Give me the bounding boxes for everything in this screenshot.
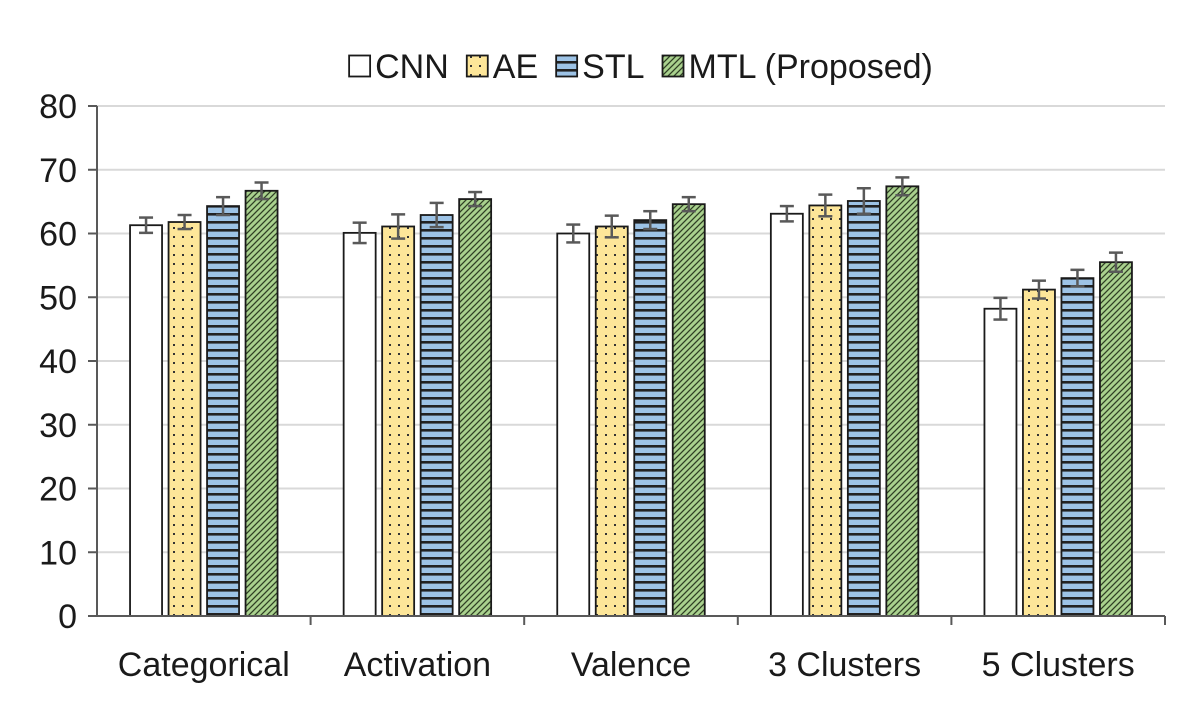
error-bars xyxy=(139,176,1123,321)
error-bar-mtl-proposed-valence xyxy=(681,195,696,213)
error-bar-ae-categorical xyxy=(177,213,192,231)
y-tick-label: 50 xyxy=(39,279,77,317)
error-bar-cnn-valence xyxy=(566,223,581,244)
error-bar-cnn-categorical xyxy=(139,216,154,235)
x-tick-label-categorical: Categorical xyxy=(118,646,290,684)
legend-label: MTL (Proposed) xyxy=(689,48,933,86)
y-tick-label: 0 xyxy=(58,598,77,636)
legend-label: AE xyxy=(493,48,538,86)
y-tick-label: 30 xyxy=(39,407,77,445)
error-bar-mtl-proposed-5-clusters xyxy=(1108,251,1123,273)
y-tick-label: 80 xyxy=(39,88,77,126)
error-bar-mtl-proposed-categorical xyxy=(254,181,269,201)
bar-ae-categorical xyxy=(167,221,202,617)
legend-swatch xyxy=(661,54,685,78)
x-tick-label-3-clusters: 3 Clusters xyxy=(768,646,921,684)
bar-mtl-proposed-categorical xyxy=(244,189,279,617)
bar-cnn-3-clusters xyxy=(769,212,804,617)
legend: CNN AE STL MTL (Proposed) xyxy=(348,48,933,86)
bar-cnn-categorical xyxy=(129,224,163,617)
error-bar-mtl-proposed-activation xyxy=(468,190,483,208)
y-tick-label: 60 xyxy=(39,216,77,254)
bar-stl-activation xyxy=(419,214,454,617)
legend-swatch xyxy=(555,54,579,78)
y-tick-label: 70 xyxy=(39,152,77,190)
bars xyxy=(129,185,1133,617)
bar-cnn-5-clusters xyxy=(983,307,1018,617)
bar-cnn-activation xyxy=(342,231,377,617)
error-bar-cnn-activation xyxy=(352,221,367,245)
error-bar-ae-5-clusters xyxy=(1031,279,1046,300)
legend-swatch xyxy=(348,54,372,78)
error-bar-stl-5-clusters xyxy=(1070,268,1085,288)
bar-ae-5-clusters xyxy=(1022,288,1056,617)
bar-cnn-valence xyxy=(556,232,591,617)
bar-mtl-proposed-valence xyxy=(671,203,706,617)
legend-item-ae: AE xyxy=(465,48,538,86)
x-tick-label-activation: Activation xyxy=(344,646,491,684)
error-bar-ae-activation xyxy=(391,213,406,240)
x-tick-label-valence: Valence xyxy=(571,646,691,684)
bar-mtl-proposed-3-clusters xyxy=(885,185,920,617)
bar-stl-categorical xyxy=(206,205,240,617)
error-bar-stl-categorical xyxy=(216,195,231,217)
bar-mtl-proposed-5-clusters xyxy=(1099,261,1133,617)
error-bar-cnn-5-clusters xyxy=(993,296,1008,321)
x-tick-label-5-clusters: 5 Clusters xyxy=(982,646,1135,684)
legend-item-mtl-proposed: MTL (Proposed) xyxy=(661,48,933,86)
y-tick-label: 10 xyxy=(39,534,77,572)
error-bar-stl-3-clusters xyxy=(856,186,871,215)
legend-item-stl: STL xyxy=(555,48,645,86)
error-bar-ae-3-clusters xyxy=(818,193,833,218)
legend-item-cnn: CNN xyxy=(348,48,449,86)
error-bar-ae-valence xyxy=(604,214,619,239)
error-bar-stl-activation xyxy=(429,201,444,229)
bar-ae-3-clusters xyxy=(808,204,843,617)
legend-swatch xyxy=(465,54,489,78)
y-tick-label: 20 xyxy=(39,471,77,509)
bar-stl-5-clusters xyxy=(1060,277,1095,617)
error-bar-cnn-3-clusters xyxy=(779,204,794,223)
error-bar-mtl-proposed-3-clusters xyxy=(895,176,910,197)
bar-ae-activation xyxy=(381,225,416,617)
error-bar-stl-valence xyxy=(643,209,658,231)
legend-label: STL xyxy=(582,48,644,86)
bar-stl-3-clusters xyxy=(846,200,881,617)
legend-label: CNN xyxy=(375,48,449,86)
bar-mtl-proposed-activation xyxy=(458,198,493,617)
bar-stl-valence xyxy=(633,219,668,617)
bar-ae-valence xyxy=(594,225,629,617)
axes: 0 10 20 30 40 50 60 70 80 Categorical Activation Va… xyxy=(39,88,1166,684)
y-tick-label: 40 xyxy=(39,343,77,381)
